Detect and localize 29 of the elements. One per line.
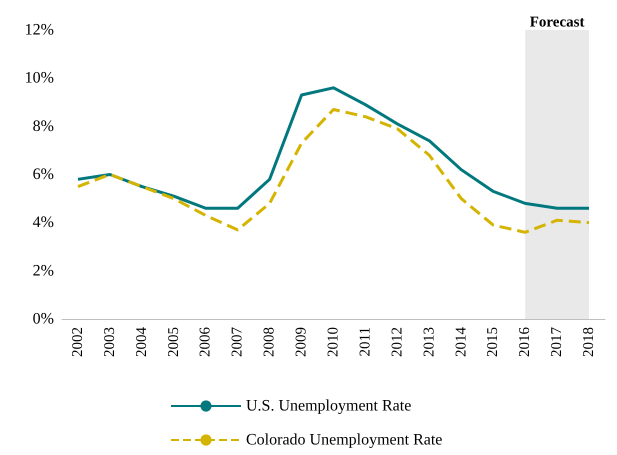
x-tick-label: 2004	[134, 326, 150, 357]
y-tick-label: 6%	[32, 166, 54, 183]
y-tick-label: 2%	[32, 262, 54, 280]
x-tick-label: 2013	[421, 327, 438, 357]
x-tick-label: 2018	[581, 327, 598, 357]
y-tick-label: 12%	[24, 22, 54, 38]
y-tick-label: 10%	[24, 70, 54, 87]
x-tick-label: 2015	[485, 327, 502, 357]
x-tick-label: 2016	[517, 326, 534, 357]
x-tick-label: 2014	[453, 326, 470, 357]
x-tick-label: 2003	[102, 327, 118, 357]
x-tick-label: 2006	[198, 326, 214, 357]
line-series	[76, 86, 591, 210]
y-tick-label: 0%	[32, 310, 54, 328]
x-tick-label: 2009	[294, 327, 310, 357]
band-label: Forecast	[530, 14, 584, 30]
legend-label: U.S. Unemployment Rate	[246, 398, 412, 414]
x-tick-label: 2011	[357, 327, 374, 356]
x-tick-label: 2017	[549, 326, 566, 357]
y-tick-label: 4%	[32, 214, 54, 232]
x-tick-label: 2012	[389, 327, 406, 357]
x-tick-label: 2002	[70, 327, 86, 357]
x-tick-label: 2010	[326, 327, 342, 357]
line-series	[76, 108, 591, 234]
y-tick-label: 8%	[32, 118, 54, 135]
x-tick-label: 2007	[230, 326, 246, 357]
x-tick-label: 2005	[166, 327, 182, 357]
x-tick-label: 2008	[262, 327, 278, 357]
legend-label: Colorado Unemployment Rate	[246, 432, 442, 448]
